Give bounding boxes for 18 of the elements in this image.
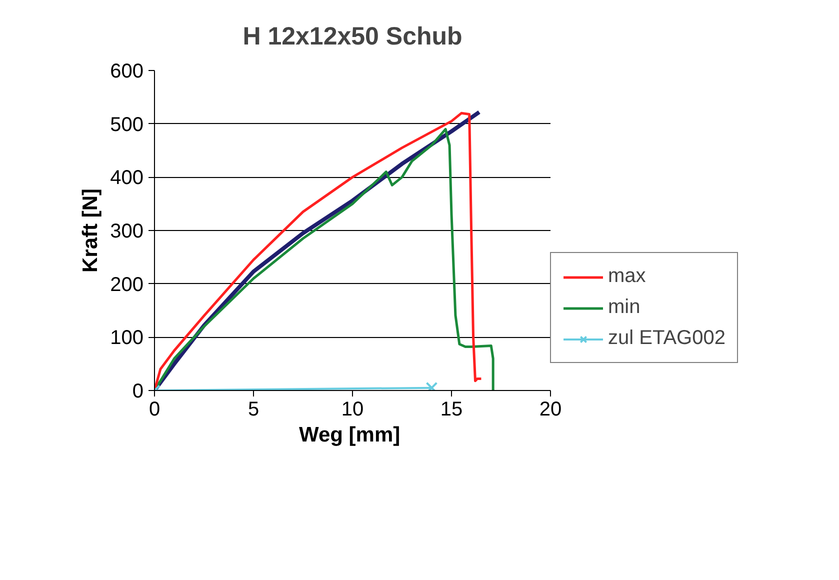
chart-title: H 12x12x50 Schub — [242, 22, 462, 50]
x-tick-label: 20 — [539, 398, 562, 420]
legend-label: min — [608, 296, 640, 319]
y-tick-label: 400 — [110, 167, 144, 190]
y-tick-label: 0 — [132, 380, 144, 402]
legend-label: max — [608, 265, 646, 288]
x-tick-label: 10 — [341, 398, 364, 420]
y-tick-label: 300 — [110, 220, 144, 242]
x-axis-title: Weg [mm] — [299, 424, 400, 446]
y-axis-title: Kraft [N] — [79, 188, 102, 272]
y-tick-label: 100 — [110, 327, 144, 350]
x-tick-label: 5 — [248, 398, 260, 420]
legend-label: zul ETAG002 — [608, 327, 726, 350]
y-tick-label: 200 — [110, 274, 144, 296]
x-tick-label: 0 — [148, 398, 160, 420]
y-tick-label: 600 — [110, 60, 144, 82]
x-tick-label: 15 — [440, 398, 463, 420]
y-tick-label: 500 — [110, 114, 144, 136]
